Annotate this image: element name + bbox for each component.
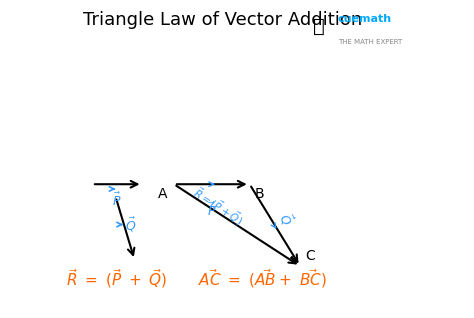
Text: THE MATH EXPERT: THE MATH EXPERT [338, 39, 402, 45]
Text: Triangle Law of Vector Addition: Triangle Law of Vector Addition [82, 11, 362, 29]
Text: A: A [158, 187, 168, 201]
Text: C: C [305, 249, 315, 263]
Text: $\vec{Q}$: $\vec{Q}$ [125, 216, 137, 234]
Text: 🚀: 🚀 [313, 17, 325, 36]
Text: $\vec{R}\ =\ (\vec{P}\ +\ \vec{Q})$: $\vec{R}\ =\ (\vec{P}\ +\ \vec{Q})$ [66, 267, 168, 290]
Text: $\vec{P}$: $\vec{P}$ [112, 192, 122, 209]
Text: $\vec{R}=(\vec{P}+\vec{Q})$: $\vec{R}=(\vec{P}+\vec{Q})$ [190, 184, 246, 229]
Text: $\vec{P}$: $\vec{P}$ [207, 202, 217, 219]
Text: B: B [255, 187, 264, 201]
Text: $\vec{AC}\ =\ (\vec{AB}+\ \vec{BC})$: $\vec{AC}\ =\ (\vec{AB}+\ \vec{BC})$ [198, 267, 327, 290]
Text: $\vec{Q}$: $\vec{Q}$ [275, 209, 297, 229]
Text: cuemath: cuemath [338, 14, 392, 24]
